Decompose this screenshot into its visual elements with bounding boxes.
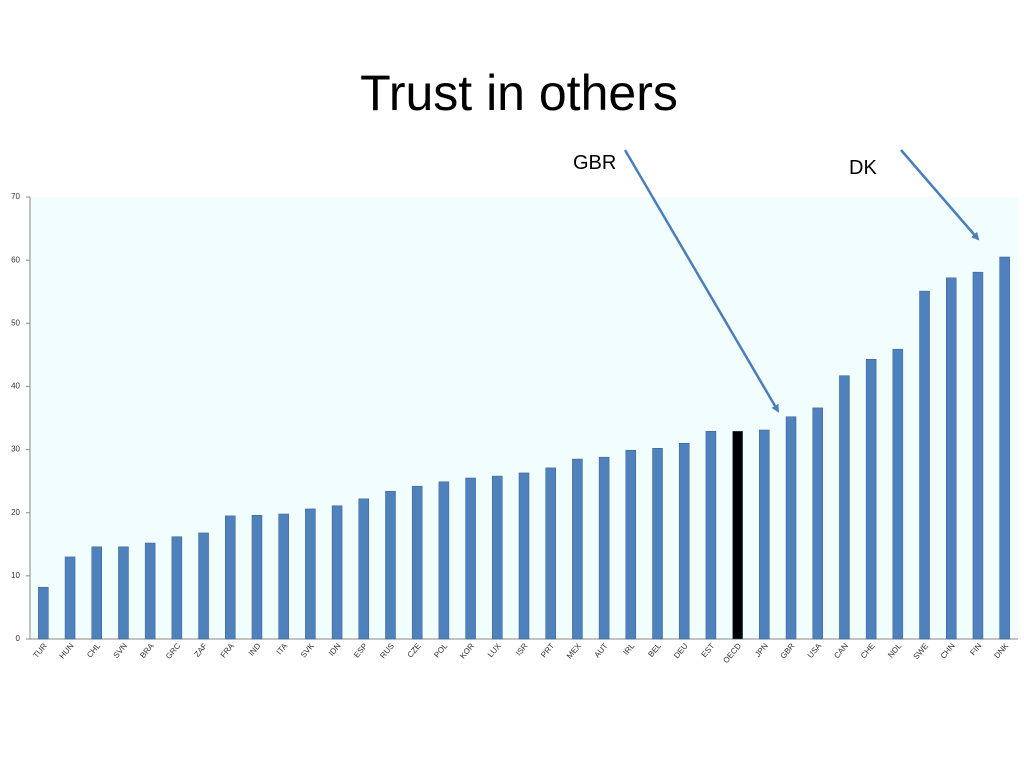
bar <box>465 477 476 640</box>
bar <box>892 348 904 640</box>
x-tick-label: CHL <box>85 641 103 659</box>
x-tick-label: HUN <box>58 641 76 660</box>
bar <box>225 515 236 640</box>
x-tick-label: DEU <box>672 641 690 660</box>
x-tick-label: CHE <box>859 642 877 661</box>
bar <box>278 513 289 640</box>
bar <box>678 443 690 640</box>
bar <box>625 449 637 640</box>
x-tick-label: NDL <box>886 641 904 659</box>
bar <box>518 472 530 640</box>
x-tick-label: KOR <box>458 641 476 660</box>
x-tick-label: CHN <box>939 641 957 660</box>
bar <box>919 290 930 640</box>
x-tick-label: MEX <box>565 641 583 661</box>
y-tick-label: 60 <box>11 255 20 264</box>
bar <box>572 458 583 640</box>
bar <box>839 375 850 640</box>
x-tick-label: USA <box>806 641 824 660</box>
x-tick-label: LUX <box>486 641 503 659</box>
x-tick-label: CAN <box>832 641 850 660</box>
bar <box>64 556 76 640</box>
bar <box>171 536 183 640</box>
bar <box>945 277 957 640</box>
x-tick-label: TUR <box>31 641 49 660</box>
bar <box>652 448 663 640</box>
bar <box>865 359 877 640</box>
x-tick-label: RUS <box>378 642 396 661</box>
bar <box>999 256 1010 640</box>
bar <box>358 498 370 640</box>
x-tick-label: PRT <box>539 641 556 659</box>
bar <box>759 429 770 640</box>
chart-title: Trust in others <box>360 65 678 121</box>
x-tick-label: GRC <box>164 641 182 661</box>
bar <box>91 546 103 640</box>
x-tick-label: IRL <box>621 641 636 657</box>
x-tick-label: ESP <box>352 642 369 660</box>
x-tick-label: BEL <box>646 641 663 659</box>
y-tick-label: 20 <box>11 508 20 517</box>
annotation: GBR <box>573 152 616 174</box>
y-tick-label: 70 <box>11 192 20 201</box>
y-tick-label: 0 <box>16 634 21 643</box>
x-tick-label: ISR <box>514 641 530 657</box>
y-tick-label: 30 <box>11 445 20 454</box>
bar <box>785 416 797 640</box>
bar <box>545 467 556 640</box>
x-tick-label: BRA <box>138 641 156 660</box>
x-tick-label: FRA <box>219 641 237 660</box>
bar <box>38 586 49 640</box>
bar <box>732 431 743 640</box>
x-tick-label: IND <box>247 641 263 658</box>
bar <box>385 490 396 640</box>
x-tick-label: GBR <box>779 641 797 660</box>
x-tick-label: ITA <box>275 641 290 656</box>
bar <box>598 456 610 640</box>
bar <box>118 546 129 640</box>
bar <box>812 407 823 640</box>
x-tick-label: ZAF <box>192 641 209 658</box>
bar <box>144 542 156 640</box>
x-tick-label: CZE <box>406 642 423 660</box>
x-tick-label: AUT <box>592 641 609 659</box>
y-tick-label: 40 <box>11 382 20 391</box>
bar <box>305 508 316 640</box>
bar <box>411 485 423 640</box>
x-tick-label: POL <box>432 641 450 659</box>
arrow <box>623 149 780 413</box>
x-tick-label: SVN <box>112 641 130 660</box>
annotation: DK <box>849 157 877 179</box>
bar <box>438 481 450 640</box>
y-tick-label: 10 <box>11 571 20 580</box>
bar <box>972 271 984 640</box>
bar <box>251 514 263 640</box>
x-tick-label: DNK <box>992 641 1010 660</box>
x-tick-label: IDN <box>327 641 343 658</box>
x-tick-label: JPN <box>753 641 770 659</box>
x-tick-label: EST <box>700 641 717 659</box>
x-tick-label: SWE <box>911 642 930 662</box>
x-tick-label: SVK <box>299 641 317 660</box>
bar <box>198 532 209 640</box>
bar <box>705 431 717 640</box>
y-tick-label: 50 <box>11 318 20 327</box>
bar <box>492 475 503 640</box>
bar <box>331 505 343 640</box>
arrow <box>900 149 980 241</box>
x-tick-label: OECD <box>721 641 743 665</box>
x-tick-label: FIN <box>968 641 983 657</box>
